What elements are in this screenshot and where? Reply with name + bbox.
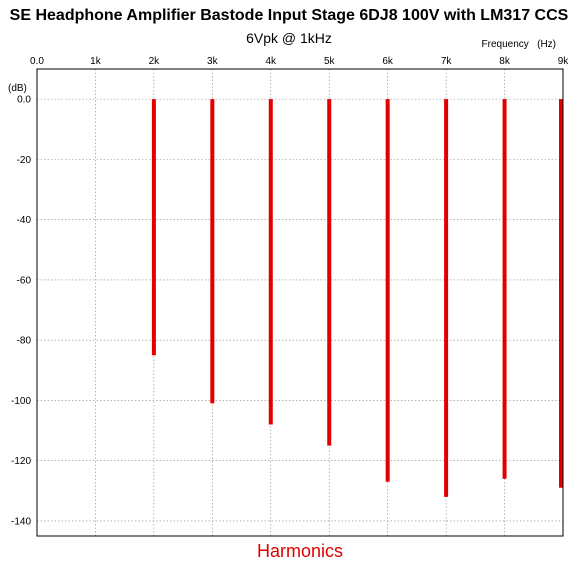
y-tick-label: -40: [17, 215, 32, 226]
y-tick-label: -140: [11, 516, 31, 527]
y-tick-label: -100: [11, 396, 31, 407]
x-tick-label: 6k: [382, 56, 394, 67]
x-tick-label: 8k: [499, 56, 511, 67]
x-tick-label: 9k: [558, 56, 570, 67]
y-axis-label: (dB): [8, 83, 27, 94]
x-tick-label: 0.0: [30, 56, 44, 67]
x-tick-label: 5k: [324, 56, 336, 67]
x-tick-labels: 0.0 1k 2k 3k 4k 5k 6k 7k 8k 9k: [30, 56, 569, 67]
chart-caption: Harmonics: [257, 541, 343, 561]
grid: [37, 69, 563, 536]
x-tick-label: 2k: [149, 56, 161, 67]
y-tick-label: 0.0: [17, 95, 31, 106]
y-tick-label: -120: [11, 456, 31, 467]
harmonic-bars: [151, 99, 563, 497]
y-tick-label: -20: [17, 155, 32, 166]
plot-area-frame: [36, 68, 564, 537]
y-tick-label: -80: [17, 336, 32, 347]
x-tick-label: 3k: [207, 56, 219, 67]
x-tick-label: 1k: [90, 56, 102, 67]
y-tick-label: -60: [17, 275, 32, 286]
x-axis-label: Frequency (Hz): [482, 39, 556, 50]
x-tick-label: 7k: [441, 56, 453, 67]
chart-title: SE Headphone Amplifier Bastode Input Sta…: [10, 7, 569, 24]
y-tick-labels: 0.0 -20 -40 -60 -80 -100 -120 -140: [11, 95, 31, 528]
chart-subtitle: 6Vpk @ 1kHz: [246, 30, 332, 46]
x-tick-label: 4k: [265, 56, 277, 67]
